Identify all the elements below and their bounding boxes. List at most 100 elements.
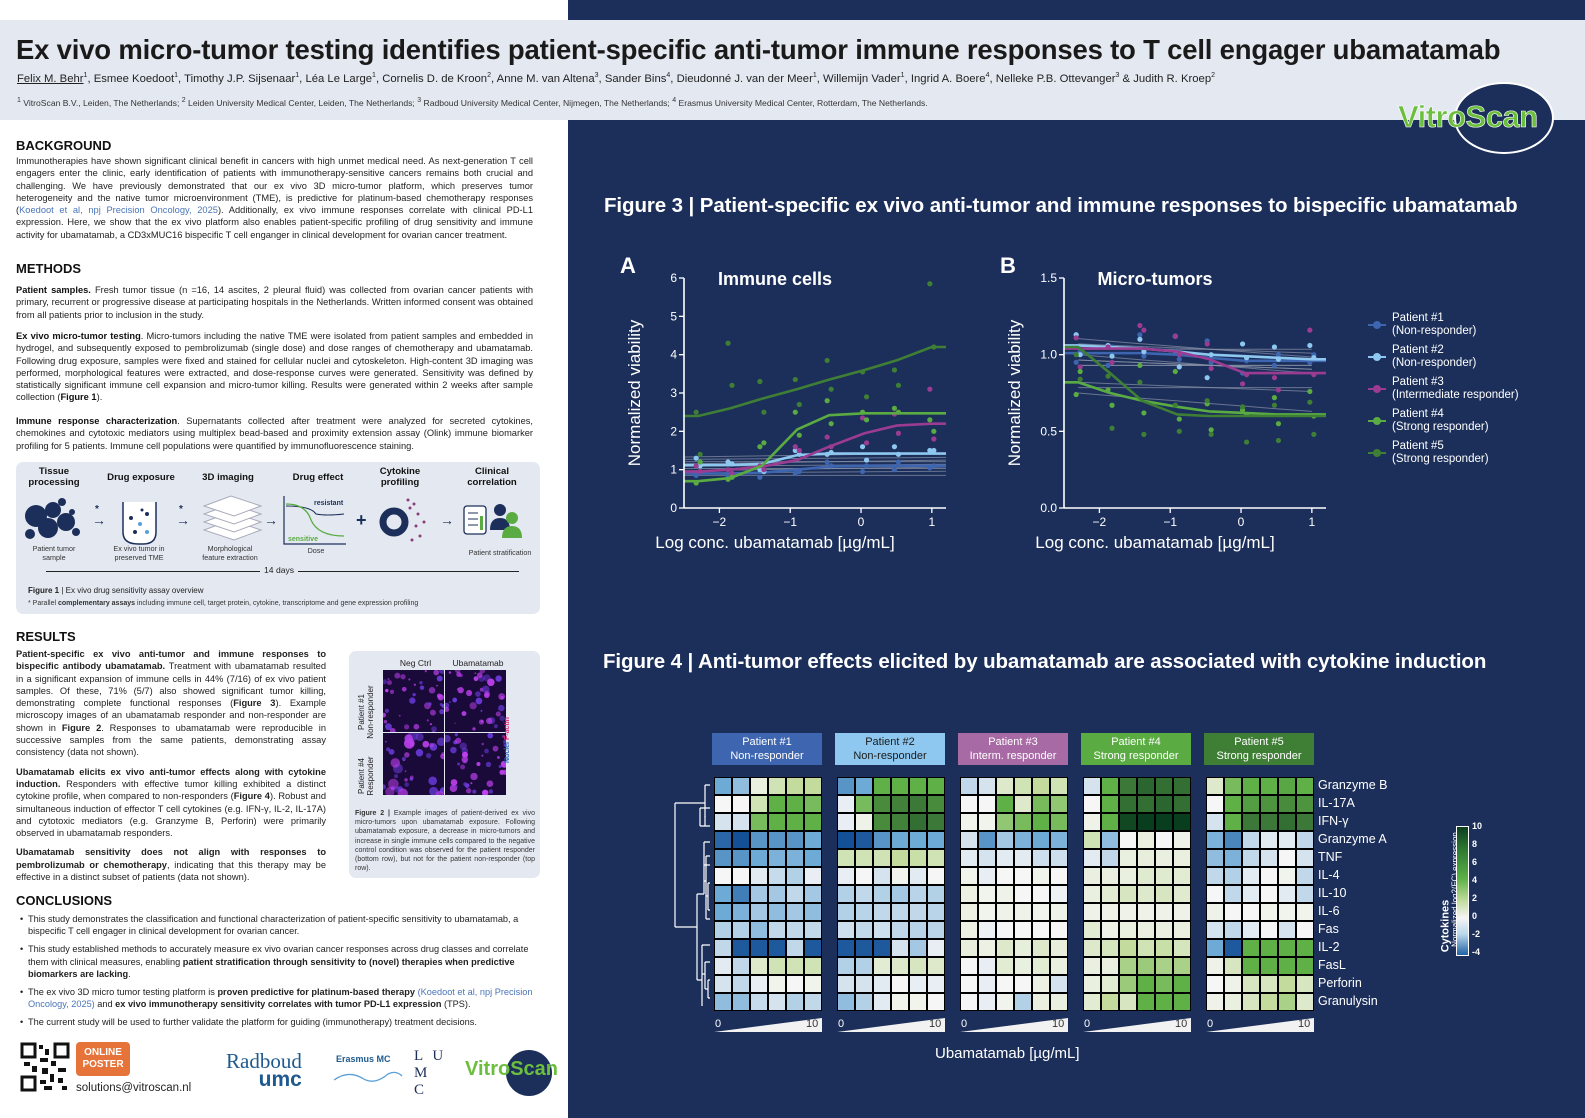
dose-max-label: 10 xyxy=(1052,1018,1065,1030)
data-point xyxy=(927,417,933,423)
heatmap-cell xyxy=(1224,975,1242,993)
background-heading: BACKGROUND xyxy=(16,138,112,153)
heatmap-cell xyxy=(855,867,873,885)
resistant-label: resistant xyxy=(314,500,344,507)
gray-fit-line xyxy=(1078,338,1312,358)
data-point xyxy=(697,451,703,457)
cytokine-label: Fas xyxy=(1318,922,1339,936)
heatmap-cell xyxy=(1050,795,1068,813)
y-tick-label: 1.5 xyxy=(1040,271,1057,285)
heatmap-cell xyxy=(978,867,996,885)
methods-heading: METHODS xyxy=(16,261,81,276)
heatmap-cell xyxy=(960,777,978,795)
heatmap-cell xyxy=(1050,903,1068,921)
citation-link[interactable]: (Koedoot et al, npj Precision Oncology, … xyxy=(28,987,533,1010)
patient-header-name: Patient #1 xyxy=(742,736,792,748)
heatmap-cell xyxy=(978,975,996,993)
heatmap-cell xyxy=(804,831,822,849)
data-point xyxy=(1271,402,1278,408)
data-point xyxy=(891,367,898,373)
heatmap-cell xyxy=(1032,903,1050,921)
citation-link[interactable]: Koedoot et al, npj Precision Oncology, 2… xyxy=(19,205,218,216)
heatmap-cell xyxy=(1173,867,1191,885)
heatmap-cell xyxy=(927,795,945,813)
methods-patient-samples: Patient samples. Fresh tumor tissue (n =… xyxy=(16,284,533,321)
contact-email[interactable]: solutions@vitroscan.nl xyxy=(76,1082,192,1094)
heatmap-cell xyxy=(891,903,909,921)
heatmap-cell xyxy=(786,957,804,975)
heatmap-cell xyxy=(909,777,927,795)
results-p1-text: Treatment with ubamatamab resulted in a … xyxy=(16,661,326,709)
heatmap-cell xyxy=(1083,903,1101,921)
heatmap-cell xyxy=(1155,885,1173,903)
heatmap-cell xyxy=(1083,939,1101,957)
qr-code-icon[interactable] xyxy=(20,1042,70,1092)
heatmap-cell xyxy=(1155,957,1173,975)
heatmap-cell xyxy=(1242,921,1260,939)
author-affil-sup: 1 xyxy=(83,72,88,80)
logo-circle xyxy=(1454,82,1554,154)
data-point xyxy=(895,430,902,436)
author-affil-sup: 1 xyxy=(174,72,179,80)
heatmap-cell xyxy=(1083,957,1101,975)
chart-title: Micro-tumors xyxy=(1097,269,1212,289)
dose-max-label: 10 xyxy=(806,1018,819,1030)
heatmap-cell xyxy=(873,921,891,939)
x-tick-label: 0 xyxy=(858,515,865,529)
heatmap-cell xyxy=(855,777,873,795)
data-point xyxy=(1073,335,1079,341)
data-point xyxy=(725,459,731,465)
conclusion-bold: patient stratification through sensitivi… xyxy=(28,956,515,979)
heatmap-cell xyxy=(732,921,750,939)
heatmap-cell xyxy=(1119,777,1137,795)
row-label-line: Patient #4 xyxy=(357,757,366,795)
affil-sup: 1 xyxy=(17,97,21,105)
heatmap-cell xyxy=(786,777,804,795)
data-point xyxy=(1172,333,1178,339)
micrograph xyxy=(445,733,506,795)
figure1-caption-label: Figure 1 xyxy=(28,586,60,595)
heatmap-cell xyxy=(1260,777,1278,795)
sensitive-label: sensitive xyxy=(288,536,318,543)
heatmap-cell xyxy=(927,867,945,885)
heatmap-cell xyxy=(855,813,873,831)
arrow-icon: → xyxy=(92,512,106,528)
author-affil-sup: 3 xyxy=(1115,72,1120,80)
heatmap-cell xyxy=(909,903,927,921)
row-label-line: Responder xyxy=(366,756,375,796)
heatmap-cell xyxy=(732,885,750,903)
heatmap-cell xyxy=(1050,831,1068,849)
heatmap-cell xyxy=(1101,921,1119,939)
heatmap-cell xyxy=(1119,867,1137,885)
heatmap-cell xyxy=(1296,885,1314,903)
data-point xyxy=(693,409,699,415)
heatmap-cell xyxy=(996,795,1014,813)
heatmap-cell xyxy=(1155,777,1173,795)
heatmap-cell xyxy=(1278,777,1296,795)
gray-fit-line xyxy=(1078,343,1312,354)
heatmap-cell xyxy=(855,831,873,849)
fit-curve-patientpatientpatientpatientpatientpatientpatientpatientpatient3 xyxy=(1064,347,1326,375)
heatmap-cell xyxy=(1206,939,1224,957)
heatmap-cell xyxy=(1296,957,1314,975)
heatmap-cell xyxy=(1014,813,1032,831)
heatmap-cell xyxy=(1260,867,1278,885)
heatmap-cell xyxy=(786,831,804,849)
step-title: Drug effect xyxy=(292,472,344,483)
data-point xyxy=(1275,421,1282,427)
heatmap-cell xyxy=(1278,975,1296,993)
heatmap-cell xyxy=(786,867,804,885)
dose-max-label: 10 xyxy=(1175,1018,1188,1030)
affiliation: Erasmus University Medical Center, Rotte… xyxy=(676,98,928,108)
heatmap-cell xyxy=(1032,957,1050,975)
heatmap-cell xyxy=(891,795,909,813)
x-tick-label: 1 xyxy=(1308,515,1315,529)
online-poster-badge[interactable]: ONLINE POSTER xyxy=(76,1042,130,1076)
conclusion-item: This study established methods to accura… xyxy=(20,943,540,980)
heatmap-cell xyxy=(750,795,768,813)
dose-response-icon: resistant sensitive xyxy=(283,496,346,545)
logo-line: Radboud xyxy=(226,1049,302,1073)
heatmap-cell xyxy=(714,939,732,957)
micrograph xyxy=(445,670,506,732)
heatmap-cell xyxy=(1260,903,1278,921)
